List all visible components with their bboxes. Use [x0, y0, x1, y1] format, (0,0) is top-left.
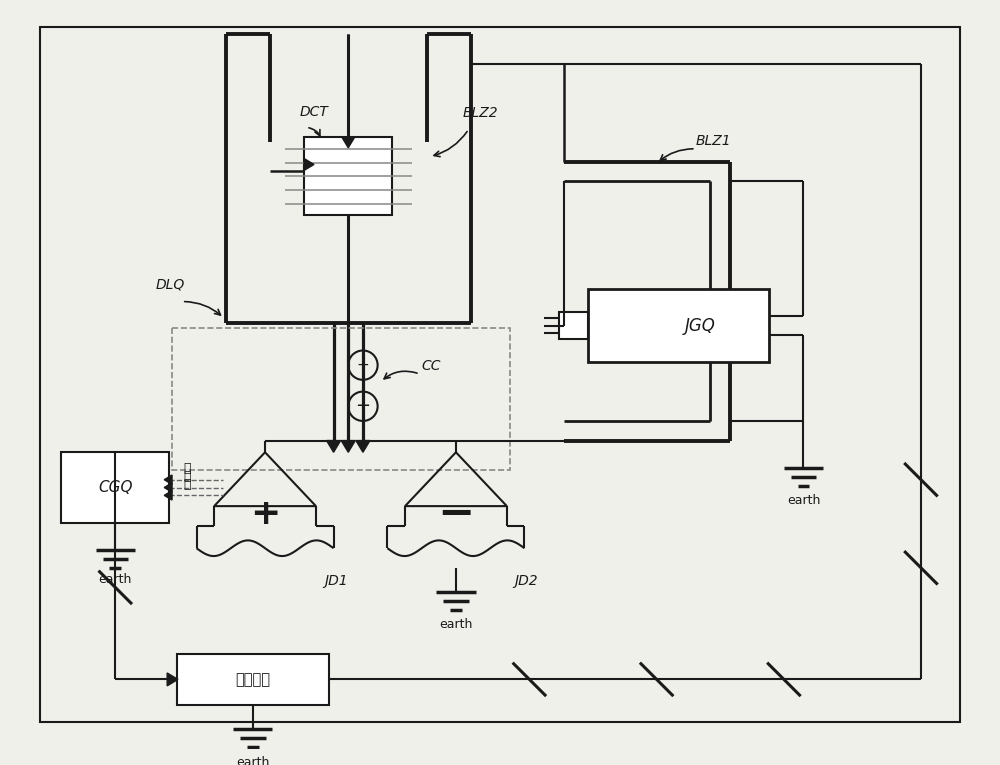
- Text: DCT: DCT: [299, 105, 328, 119]
- Text: JD2: JD2: [515, 575, 538, 588]
- Bar: [177, 654, 329, 705]
- Text: 静: 静: [184, 462, 191, 475]
- Text: BLZ1: BLZ1: [696, 134, 731, 148]
- Polygon shape: [304, 158, 314, 171]
- Text: CGQ: CGQ: [98, 480, 133, 495]
- Polygon shape: [164, 483, 172, 492]
- Bar: [588, 289, 769, 362]
- Polygon shape: [342, 137, 355, 148]
- Polygon shape: [167, 673, 178, 686]
- Polygon shape: [164, 475, 172, 484]
- Text: BLZ2: BLZ2: [463, 106, 498, 120]
- Text: CC: CC: [422, 359, 441, 373]
- Text: +: +: [250, 497, 280, 531]
- Text: 电: 电: [184, 470, 191, 483]
- Bar: [304, 137, 392, 216]
- Bar: [61, 452, 169, 522]
- Text: JGQ: JGQ: [685, 317, 716, 334]
- Text: DLQ: DLQ: [155, 278, 185, 291]
- Polygon shape: [164, 490, 172, 500]
- Text: 控制模块: 控制模块: [235, 672, 270, 687]
- Text: earth: earth: [99, 574, 132, 587]
- Bar: [559, 312, 588, 339]
- Text: JD1: JD1: [324, 575, 347, 588]
- Text: 场: 场: [184, 477, 191, 490]
- Polygon shape: [356, 441, 370, 452]
- Text: earth: earth: [787, 494, 820, 507]
- Polygon shape: [327, 441, 341, 452]
- Text: +: +: [357, 358, 369, 373]
- Text: −: −: [355, 397, 371, 415]
- Text: −: −: [437, 493, 475, 536]
- Text: earth: earth: [236, 756, 269, 765]
- Text: earth: earth: [439, 618, 473, 631]
- Bar: [172, 328, 510, 470]
- Polygon shape: [341, 441, 355, 452]
